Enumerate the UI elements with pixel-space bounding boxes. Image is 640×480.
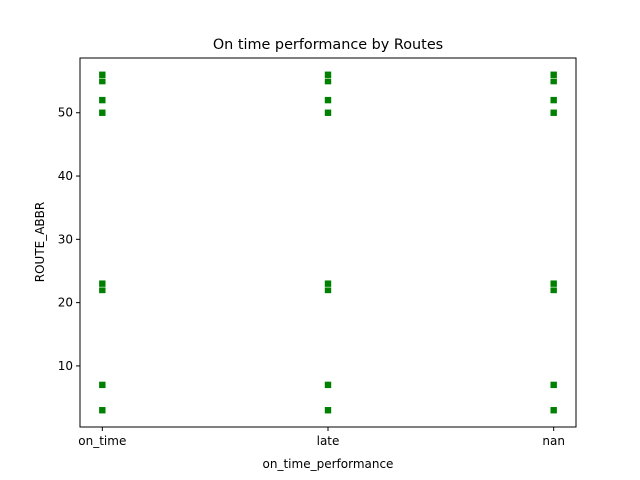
data-point (324, 108, 332, 117)
data-point (324, 96, 332, 104)
data-point (549, 96, 558, 104)
chart-title: On time performance by Routes (213, 37, 443, 53)
data-point (98, 286, 107, 294)
data-point (98, 108, 107, 117)
y-tick-label: 10 (58, 359, 73, 373)
x-axis-label: on_time_performance (263, 457, 394, 471)
y-axis-label: ROUTE_ABBR (33, 202, 47, 283)
y-tick-label: 20 (58, 296, 73, 310)
data-point (324, 279, 332, 288)
y-tick-label: 40 (58, 169, 73, 183)
data-point (98, 406, 107, 415)
data-point (549, 77, 558, 85)
x-axis-ticks: on_time late nan (78, 427, 565, 448)
data-point (324, 406, 332, 415)
y-tick-label: 30 (58, 232, 73, 246)
plot-area-frame (79, 57, 577, 428)
data-point (324, 70, 332, 79)
x-tick-label: late (317, 434, 340, 448)
data-point (98, 279, 107, 288)
data-point (549, 108, 558, 117)
data-point (98, 77, 107, 85)
data-point (549, 279, 558, 288)
data-point (549, 70, 558, 79)
data-point (549, 406, 558, 415)
data-point (549, 286, 558, 294)
data-point (98, 96, 107, 104)
data-point (549, 381, 558, 389)
data-point (98, 70, 107, 79)
y-tick-label: 50 (58, 106, 73, 120)
x-tick-label: nan (542, 434, 565, 448)
data-point (324, 77, 332, 85)
data-points (98, 70, 558, 415)
data-point (324, 381, 332, 389)
data-point (324, 286, 332, 294)
data-point (98, 381, 107, 389)
y-axis-ticks: 10 20 30 40 50 (58, 106, 80, 373)
x-tick-label: on_time (78, 434, 126, 448)
